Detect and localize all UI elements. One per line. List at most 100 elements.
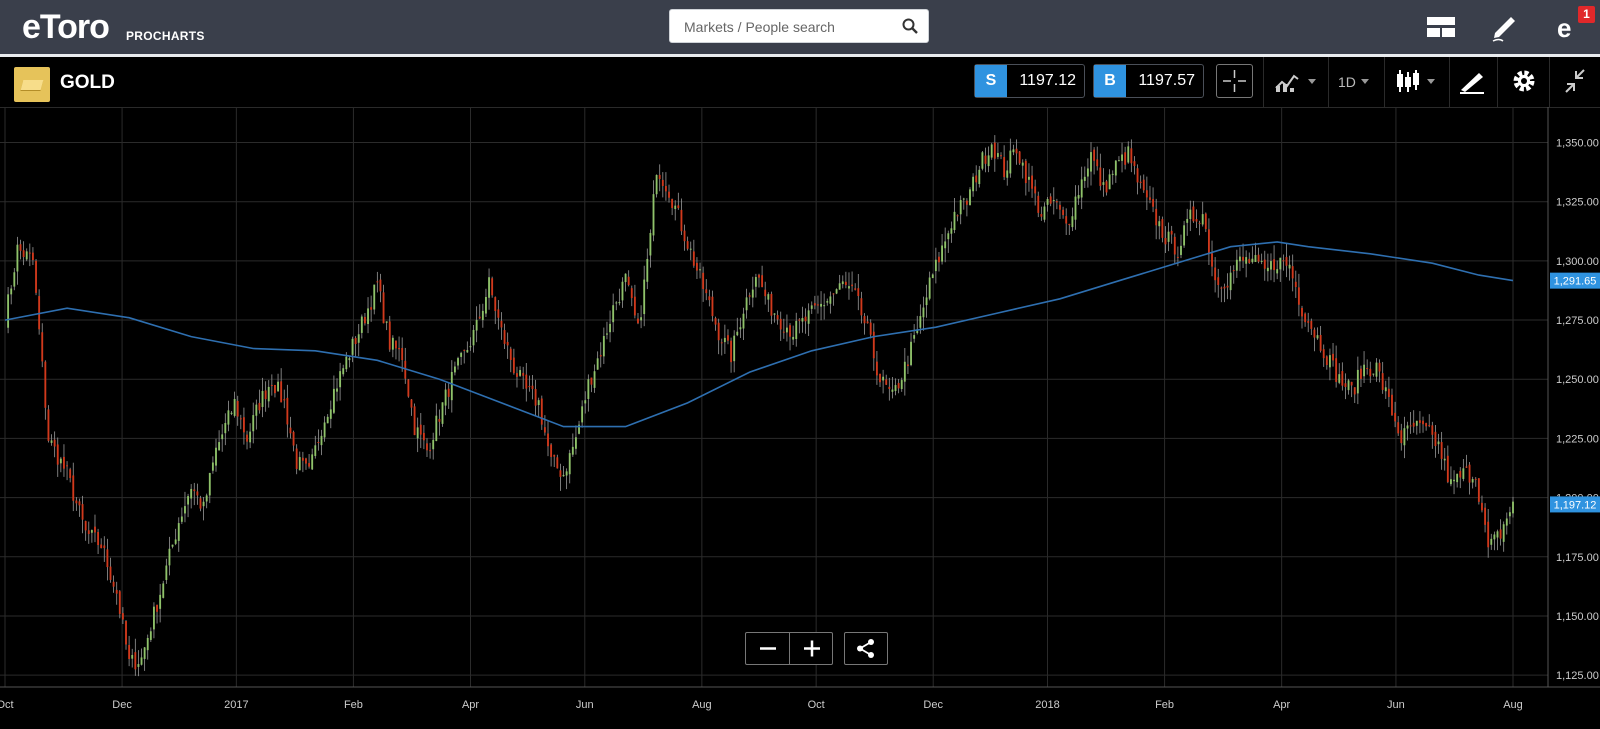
crosshair-icon <box>1223 70 1246 92</box>
candle-body <box>401 348 404 360</box>
candle-body <box>190 488 193 499</box>
candle-body <box>550 444 553 457</box>
x-tick-label: Dec <box>923 699 943 711</box>
candle-body <box>1149 197 1151 200</box>
candle-body <box>1211 253 1213 267</box>
candle-body <box>1366 367 1369 369</box>
candle-body <box>587 379 590 399</box>
candle-body <box>1105 181 1108 193</box>
candle-body <box>370 307 373 310</box>
search-input[interactable] <box>682 17 886 37</box>
search-icon[interactable] <box>902 18 918 34</box>
candle-body <box>692 251 695 266</box>
candle-body <box>1118 160 1120 162</box>
y-tick-label: 1,300.00 <box>1556 256 1599 268</box>
candle-body <box>593 371 596 388</box>
candle-body <box>1257 254 1260 262</box>
candle-body <box>789 325 791 337</box>
candle-body <box>655 174 658 195</box>
candle-body <box>1443 458 1446 461</box>
candle-body <box>261 390 264 408</box>
y-tick-label: 1,125.00 <box>1556 670 1599 682</box>
candle-body <box>568 453 571 475</box>
candle-body <box>1338 374 1341 383</box>
pencil-icon[interactable] <box>1489 11 1521 43</box>
candle-body <box>125 621 127 645</box>
candle-body <box>1062 209 1065 216</box>
candle-body <box>1161 219 1164 238</box>
candle-body <box>944 241 947 249</box>
candle-body <box>1434 431 1437 447</box>
candle-body <box>311 454 314 470</box>
plus-icon[interactable] <box>790 633 834 664</box>
buy-button[interactable]: B 1197.57 <box>1093 64 1204 98</box>
candle-body <box>367 308 369 325</box>
candle-body <box>1015 148 1018 154</box>
candle-body <box>1335 358 1338 382</box>
candle-body <box>270 385 273 387</box>
collapse-icon[interactable] <box>1560 64 1590 98</box>
candle-body <box>264 390 267 400</box>
candle-body <box>1481 502 1483 511</box>
share-button[interactable] <box>844 632 888 665</box>
candle-body <box>820 303 822 307</box>
indicators-icon[interactable] <box>1272 64 1322 98</box>
candle-body <box>239 418 242 420</box>
candle-body <box>851 284 854 287</box>
candle-body <box>208 472 211 496</box>
gear-icon[interactable] <box>1509 64 1539 98</box>
price-chart[interactable]: 1,125.001,150.001,175.001,200.001,225.00… <box>0 107 1600 729</box>
sell-price: 1197.12 <box>1019 72 1076 89</box>
candle-body <box>1245 257 1248 264</box>
candle-body <box>196 491 199 496</box>
candle-body <box>1325 356 1328 366</box>
candle-body <box>149 631 152 640</box>
drawing-icon[interactable] <box>1457 64 1487 98</box>
candle-body <box>1108 174 1111 190</box>
candle-body <box>1384 387 1387 392</box>
candle-body <box>643 279 646 315</box>
candle-body <box>342 368 345 375</box>
candle-body <box>1422 420 1424 425</box>
candle-body <box>950 228 953 234</box>
logo[interactable]: eToro <box>22 8 110 46</box>
candle-body <box>922 307 925 318</box>
crosshair-button[interactable] <box>1216 64 1253 98</box>
timeframe-selector[interactable]: 1D <box>1338 74 1356 90</box>
candle-body <box>835 289 838 294</box>
moving-average-line <box>4 241 1514 428</box>
candle-body <box>78 501 81 506</box>
candle-body <box>1387 388 1390 397</box>
candle-body <box>875 361 878 376</box>
candle-body <box>1409 425 1412 427</box>
candle-body <box>63 456 65 469</box>
candle-body <box>1484 507 1487 525</box>
candle-body <box>1037 195 1040 213</box>
candle-body <box>159 594 162 609</box>
candle-body <box>97 532 100 546</box>
candle-body <box>599 355 602 357</box>
candle-body <box>829 296 832 304</box>
candle-body <box>584 400 587 404</box>
candle-body <box>435 415 438 442</box>
candle-body <box>205 495 208 502</box>
candlestick-icon[interactable] <box>1393 64 1443 98</box>
candle-body <box>320 435 323 446</box>
minus-icon[interactable] <box>746 633 790 664</box>
candle-body <box>723 337 726 343</box>
candle-body <box>810 305 813 309</box>
candle-body <box>984 155 987 164</box>
candle-body <box>28 252 31 254</box>
candle-body <box>314 445 317 456</box>
search-box[interactable] <box>669 9 929 43</box>
candle-body <box>453 366 456 373</box>
sell-label: S <box>975 65 1007 97</box>
candle-body <box>87 530 90 535</box>
candle-body <box>475 319 478 331</box>
sell-button[interactable]: S 1197.12 <box>974 64 1085 98</box>
chevron-down-icon[interactable] <box>1358 64 1374 98</box>
notification-icon[interactable]: e <box>1553 11 1585 43</box>
candle-body <box>426 443 428 451</box>
layout-icon[interactable] <box>1425 11 1457 43</box>
candle-body <box>553 454 556 457</box>
